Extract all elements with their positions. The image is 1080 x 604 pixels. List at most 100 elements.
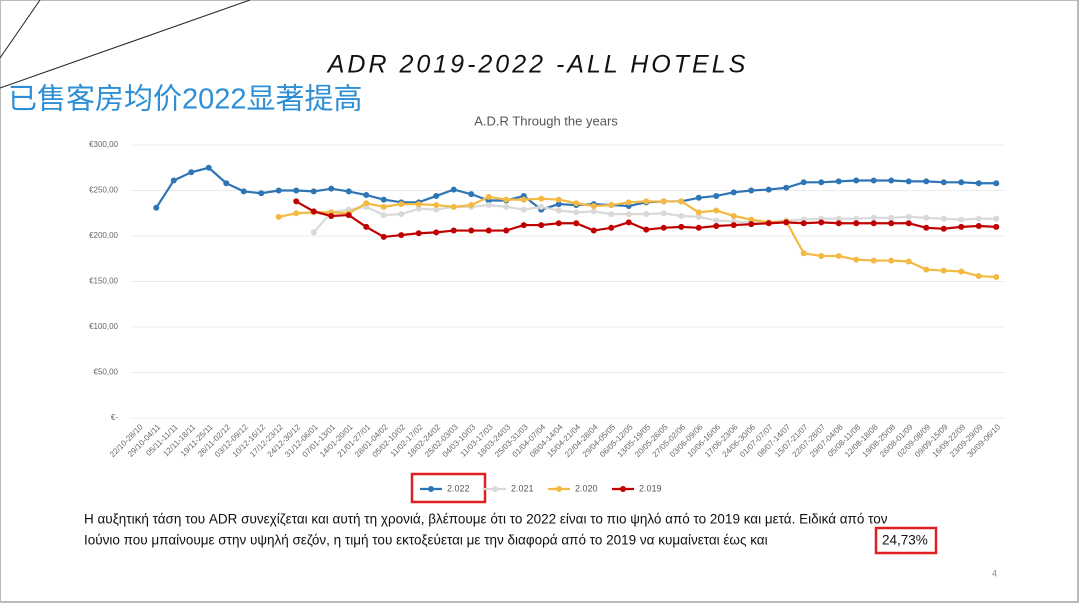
data-point: [783, 184, 790, 191]
data-point: [975, 273, 982, 280]
data-point: [835, 178, 842, 185]
data-point: [398, 211, 405, 218]
data-point: [765, 186, 772, 193]
data-point: [380, 196, 387, 203]
y-tick-label: €50,00: [94, 368, 119, 377]
data-point: [713, 217, 720, 224]
data-point: [590, 227, 597, 234]
chart-title: A.D.R Through the years: [474, 113, 618, 128]
data-point: [713, 207, 720, 214]
data-point: [923, 178, 930, 185]
data-point: [853, 256, 860, 263]
data-point: [433, 206, 440, 213]
data-point: [678, 198, 685, 205]
deco-line: [0, 0, 251, 89]
data-point: [433, 192, 440, 199]
paragraph-line: Ιούνιο που μπαίνουμε στην υψηλή σεζόν, η…: [84, 533, 768, 548]
data-point: [993, 223, 1000, 230]
legend-label: 2.022: [447, 483, 470, 493]
data-point: [713, 222, 720, 229]
data-point: [345, 212, 352, 219]
legend-label: 2.021: [511, 483, 534, 493]
data-point: [730, 189, 737, 196]
data-point: [555, 220, 562, 227]
data-point: [310, 229, 317, 236]
data-point: [800, 179, 807, 186]
data-point: [660, 198, 667, 205]
data-point: [958, 179, 965, 186]
data-point: [975, 222, 982, 229]
data-point: [310, 208, 317, 215]
data-point: [573, 200, 580, 207]
data-point: [870, 214, 877, 221]
data-point: [433, 229, 440, 236]
data-point: [643, 226, 650, 233]
data-point: [345, 188, 352, 195]
data-point: [538, 203, 545, 210]
legend-label: 2.020: [575, 483, 598, 493]
data-point: [940, 225, 947, 232]
data-point: [958, 268, 965, 275]
y-tick-label: €-: [111, 413, 118, 422]
data-point: [188, 169, 195, 176]
data-point: [363, 200, 370, 207]
data-point: [275, 213, 282, 220]
data-point: [328, 185, 335, 192]
data-point: [940, 215, 947, 222]
data-point: [153, 204, 160, 211]
data-point: [328, 212, 335, 219]
data-point: [485, 227, 492, 234]
data-point: [380, 212, 387, 219]
data-point: [713, 192, 720, 199]
data-point: [258, 190, 265, 197]
data-point: [748, 221, 755, 228]
data-point: [415, 201, 422, 208]
data-point: [695, 213, 702, 220]
data-point: [555, 201, 562, 208]
data-point: [520, 206, 527, 213]
series-line: [312, 203, 997, 234]
data-point: [450, 186, 457, 193]
data-point: [870, 177, 877, 184]
y-tick-label: €200,00: [89, 231, 118, 240]
data-point: [363, 223, 370, 230]
data-point: [555, 196, 562, 203]
data-point: [573, 220, 580, 227]
data-point: [538, 222, 545, 229]
y-tick-label: €100,00: [89, 322, 118, 331]
data-point: [625, 219, 632, 226]
data-point: [415, 205, 422, 212]
page-number: 4: [992, 568, 997, 578]
data-point: [293, 187, 300, 194]
legend-swatch: [428, 486, 434, 492]
legend-label: 2.019: [639, 483, 662, 493]
data-point: [888, 177, 895, 184]
data-point: [923, 224, 930, 231]
data-point: [380, 233, 387, 240]
legend-swatch: [556, 486, 562, 492]
data-point: [555, 207, 562, 214]
data-point: [853, 177, 860, 184]
y-tick-label: €150,00: [89, 277, 118, 286]
data-point: [940, 179, 947, 186]
legend-swatch: [492, 486, 498, 492]
data-point: [590, 202, 597, 209]
data-point: [975, 215, 982, 222]
data-point: [538, 195, 545, 202]
data-point: [450, 203, 457, 210]
data-point: [730, 222, 737, 229]
data-point: [870, 257, 877, 264]
y-tick-label: €300,00: [89, 140, 118, 149]
data-point: [223, 180, 230, 187]
data-point: [485, 193, 492, 200]
data-point: [608, 224, 615, 231]
data-point: [643, 211, 650, 218]
data-point: [433, 202, 440, 209]
highlight-value: 24,73%: [882, 533, 928, 548]
data-point: [660, 224, 667, 231]
data-point: [450, 227, 457, 234]
data-point: [625, 211, 632, 218]
data-point: [818, 179, 825, 186]
data-point: [975, 180, 982, 187]
